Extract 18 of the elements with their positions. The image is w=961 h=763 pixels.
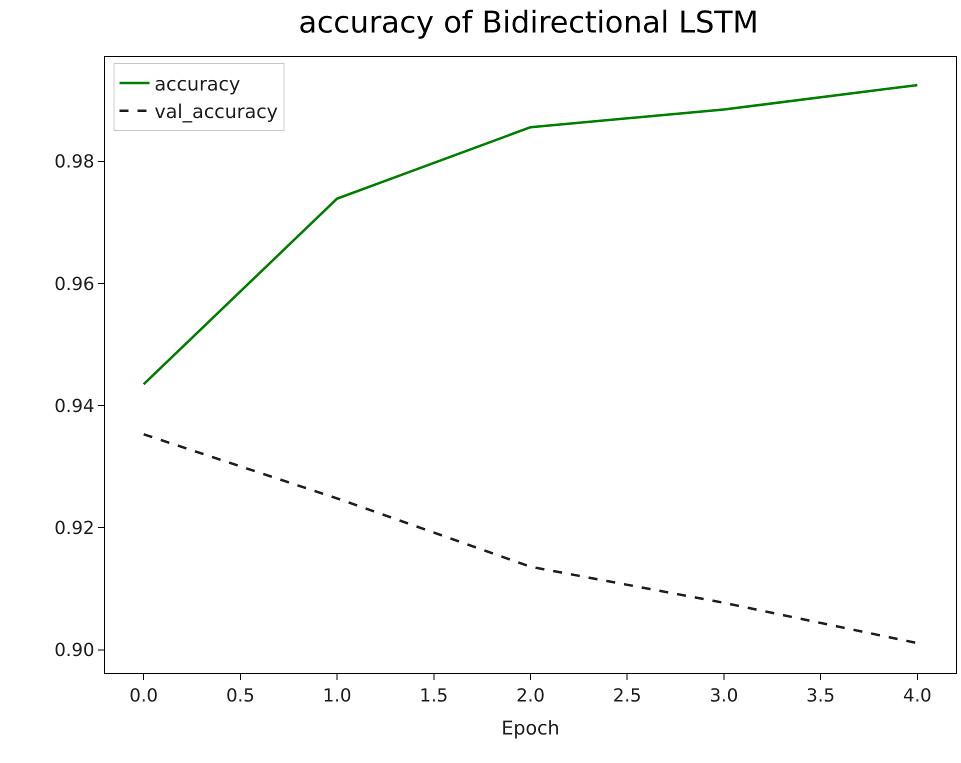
x-tick-label: 2.5 — [612, 686, 642, 707]
y-tick-label: 0.92 — [54, 518, 94, 539]
legend-label: val_accuracy — [154, 101, 278, 124]
y-tick-label: 0.94 — [54, 396, 94, 417]
legend-label: accuracy — [154, 73, 240, 96]
x-tick-label: 1.0 — [322, 686, 352, 707]
x-tick-label: 4.0 — [903, 686, 932, 707]
y-tick-label: 0.96 — [54, 274, 94, 295]
y-tick-label: 0.90 — [54, 640, 94, 662]
x-tick-label: 0.5 — [226, 686, 255, 707]
chart-title: accuracy of Bidirectional LSTM — [298, 5, 759, 40]
x-axis-title: Epoch — [501, 717, 560, 740]
x-tick-label: 2.0 — [516, 686, 545, 707]
x-tick-label: 3.5 — [806, 686, 835, 707]
x-tick-label: 1.5 — [419, 686, 448, 707]
y-tick-label: 0.98 — [54, 152, 94, 173]
x-tick-label: 3.0 — [710, 686, 738, 707]
x-tick-label: 0.0 — [129, 686, 158, 707]
